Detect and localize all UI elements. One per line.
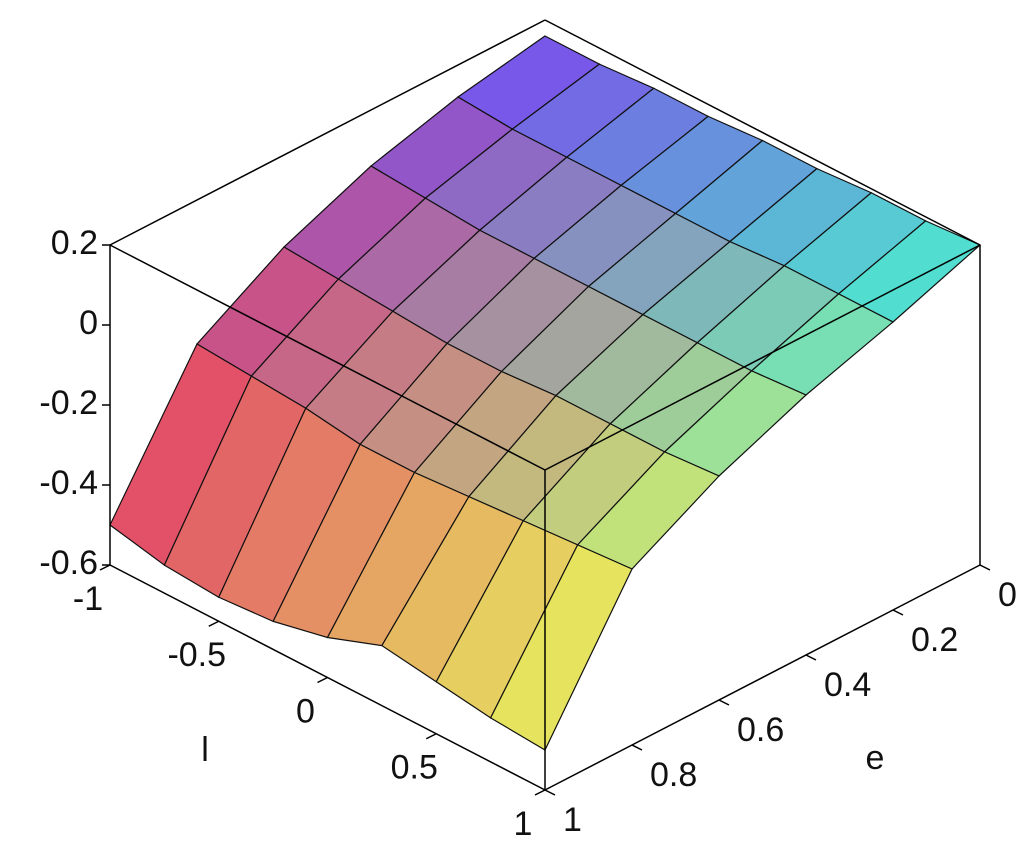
x-tick — [534, 789, 546, 796]
box-edge — [109, 19, 546, 246]
y-tick-label: 0 — [998, 576, 1017, 614]
y-tick-label: 0.8 — [650, 756, 697, 794]
x-tick-label: 1 — [514, 805, 533, 843]
x-tick — [99, 564, 111, 571]
x-tick — [425, 733, 437, 740]
y-tick — [544, 789, 556, 796]
x-tick-label: -0.5 — [167, 636, 226, 674]
x-tick-label: 0.5 — [391, 749, 438, 787]
z-tick-label: 0.2 — [51, 224, 98, 262]
y-tick-label: 0.4 — [824, 666, 871, 704]
x-tick — [317, 676, 328, 684]
x-tick — [208, 620, 220, 627]
y-tick-label: 0.2 — [911, 621, 958, 659]
z-tick-label: -0.4 — [39, 464, 98, 502]
y-tick-label: 0.6 — [737, 711, 784, 749]
y-tick-label: 1 — [563, 801, 582, 839]
surface — [109, 35, 982, 751]
y-tick — [631, 744, 643, 751]
y-tick — [892, 609, 904, 616]
x-tick-label: -1 — [73, 580, 103, 618]
y-tick — [805, 654, 817, 661]
box-edge — [544, 564, 981, 791]
box-edge — [109, 244, 546, 471]
y-tick — [979, 564, 991, 571]
z-tick-label: -0.6 — [39, 544, 98, 582]
y-tick — [718, 699, 730, 706]
x-axis-label: l — [201, 731, 209, 769]
box-edge — [544, 19, 981, 246]
x-tick-label: 0 — [296, 692, 315, 730]
box-edge — [544, 244, 981, 471]
y-axis-label: e — [866, 739, 885, 777]
z-tick-label: -0.2 — [39, 384, 98, 422]
z-tick-label: 0 — [79, 304, 98, 342]
